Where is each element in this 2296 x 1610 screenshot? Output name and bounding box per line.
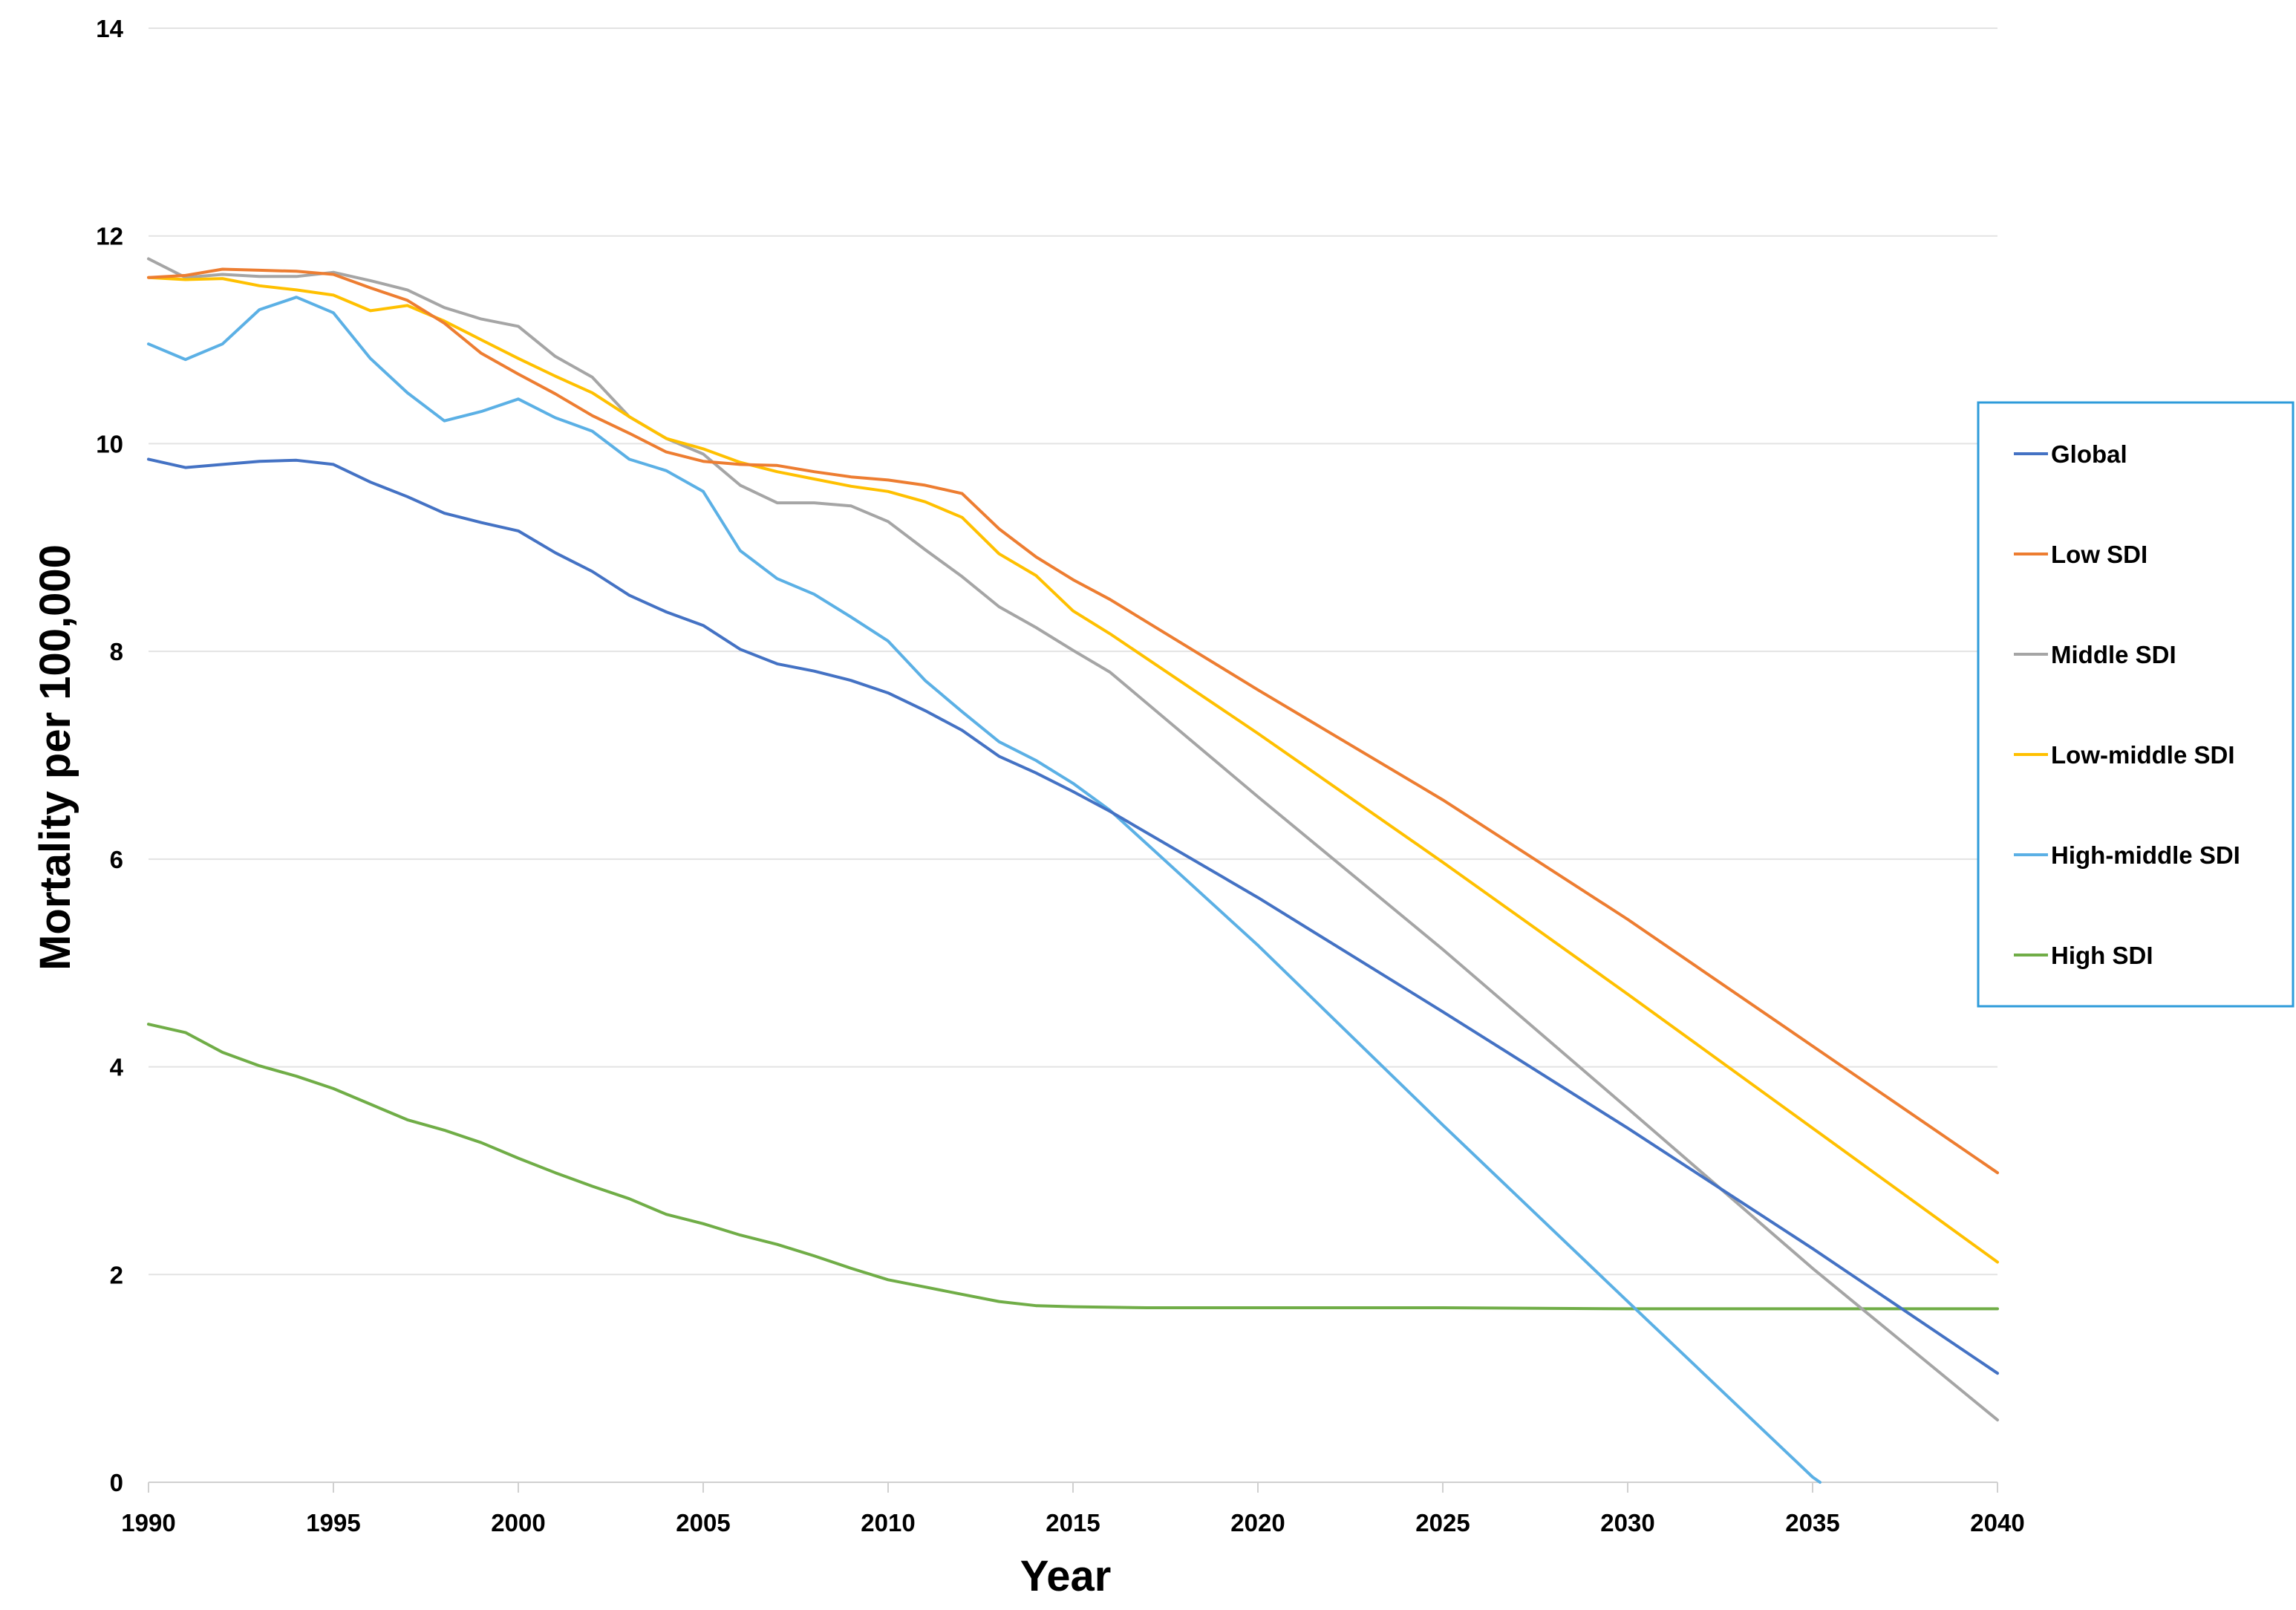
y-tick-label: 2 xyxy=(110,1261,123,1288)
series-line-middle-sdi xyxy=(147,257,1999,1422)
series-line-low-sdi xyxy=(147,267,1999,1175)
y-tick-label: 14 xyxy=(96,15,123,42)
legend: Global Low SDI Middle SDI Low-middle SDI Hig… xyxy=(1977,401,2295,1008)
series-lines xyxy=(147,257,1999,1484)
legend-label: Middle SDI xyxy=(2051,641,2176,668)
x-tick-label: 2015 xyxy=(1046,1509,1100,1536)
legend-label: High-middle SDI xyxy=(2051,841,2240,869)
y-tick-label: 6 xyxy=(110,846,123,873)
y-tick-label: 8 xyxy=(110,638,123,665)
x-tick-label: 2020 xyxy=(1230,1509,1285,1536)
x-tick-label: 2010 xyxy=(861,1509,915,1536)
legend-label: Global xyxy=(2051,440,2127,468)
series-line-global xyxy=(147,457,1999,1375)
legend-label: High SDI xyxy=(2051,942,2153,969)
x-tick-label: 2000 xyxy=(491,1509,545,1536)
x-tick-label: 2005 xyxy=(676,1509,730,1536)
series-line-high-middle-sdi xyxy=(147,296,1822,1484)
gridlines xyxy=(149,27,1997,1276)
y-tick-label: 10 xyxy=(96,430,123,457)
y-tick-label: 0 xyxy=(110,1469,123,1496)
x-axis-title: Year xyxy=(1020,1552,1112,1600)
x-tick-label: 2025 xyxy=(1415,1509,1470,1536)
x-tick-label: 2035 xyxy=(1785,1509,1839,1536)
x-tick-label: 1995 xyxy=(306,1509,360,1536)
x-tick-label: 2040 xyxy=(1970,1509,2024,1536)
axes: 0 2 4 6 8 10 12 14 1990 1995 2000 2005 2010 2015 2020 2… xyxy=(31,15,2025,1600)
legend-box xyxy=(1977,401,2295,1008)
series-line-low-middle-sdi xyxy=(147,276,1999,1264)
legend-label: Low SDI xyxy=(2051,541,2147,568)
y-tick-label: 12 xyxy=(96,223,123,250)
y-axis-title: Mortality per 100,000 xyxy=(31,544,79,971)
series-line-high-sdi xyxy=(147,1023,1999,1311)
x-tick-label: 2030 xyxy=(1600,1509,1654,1536)
legend-label: Low-middle SDI xyxy=(2051,741,2235,769)
x-tick-label: 1990 xyxy=(121,1509,175,1536)
y-tick-label: 4 xyxy=(110,1054,124,1081)
